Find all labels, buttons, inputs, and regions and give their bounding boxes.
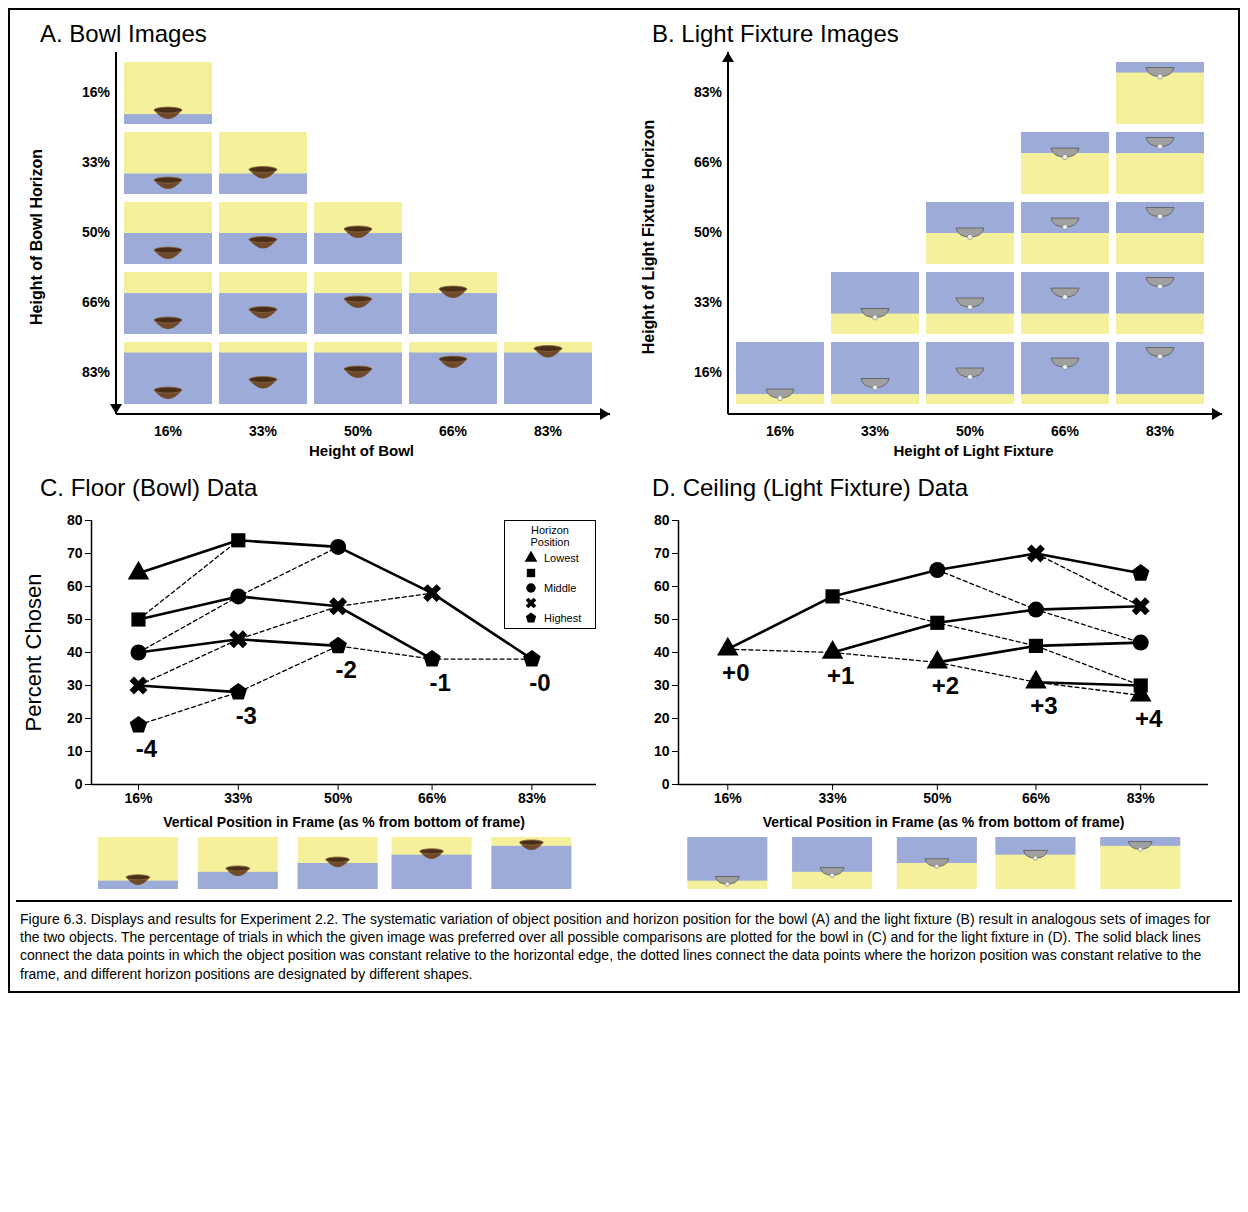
html-text:D. Ceiling (Light Fixture) Dat: D. Ceiling (Light Fixture) Data <box>652 474 969 501</box>
svg-text:-4: -4 <box>136 735 158 762</box>
svg-text:50%: 50% <box>344 423 373 439</box>
svg-text:50%: 50% <box>324 790 353 806</box>
svg-text:83%: 83% <box>518 790 547 806</box>
svg-text:-1: -1 <box>429 669 450 696</box>
svg-text:83%: 83% <box>1127 790 1156 806</box>
svg-text:10: 10 <box>654 743 670 759</box>
svg-text:16%: 16% <box>154 423 183 439</box>
svg-text:-2: -2 <box>335 656 356 683</box>
html-text:C. Floor (Bowl) Data: C. Floor (Bowl) Data <box>40 474 258 501</box>
svg-text:60: 60 <box>654 578 670 594</box>
svg-text:Percent Chosen: Percent Chosen <box>21 574 46 732</box>
svg-text:66%: 66% <box>1051 423 1080 439</box>
html-text:B. Light Fixture Images: B. Light Fixture Images <box>652 20 899 47</box>
svg-text:-3: -3 <box>236 702 257 729</box>
svg-text:Vertical Position in Frame (as: Vertical Position in Frame (as % from bo… <box>163 814 525 830</box>
svg-text:83%: 83% <box>82 364 111 380</box>
svg-text:20: 20 <box>67 710 83 726</box>
svg-text:66%: 66% <box>439 423 468 439</box>
svg-text:83%: 83% <box>694 84 723 100</box>
svg-text:33%: 33% <box>819 790 848 806</box>
svg-text:16%: 16% <box>766 423 795 439</box>
html-text:A. Bowl Images: A. Bowl Images <box>40 20 207 47</box>
svg-text:70: 70 <box>654 545 670 561</box>
html-text:Lowest: Lowest <box>544 551 579 564</box>
svg-text:16%: 16% <box>82 84 111 100</box>
svg-text:0: 0 <box>75 776 83 792</box>
svg-text:50%: 50% <box>694 224 723 240</box>
svg-text:80: 80 <box>67 512 83 528</box>
svg-text:10: 10 <box>67 743 83 759</box>
svg-text:Height of Light Fixture Horizo: Height of Light Fixture Horizon <box>640 120 657 355</box>
svg-text:Height of Light Fixture: Height of Light Fixture <box>894 442 1054 459</box>
svg-text:30: 30 <box>67 677 83 693</box>
svg-text:33%: 33% <box>249 423 278 439</box>
svg-text:40: 40 <box>67 644 83 660</box>
svg-text:50%: 50% <box>923 790 952 806</box>
svg-text:50: 50 <box>67 611 83 627</box>
svg-text:80: 80 <box>654 512 670 528</box>
svg-text:+2: +2 <box>932 672 959 699</box>
html-text:Highest: Highest <box>544 611 582 624</box>
svg-text:33%: 33% <box>694 294 723 310</box>
svg-text:+4: +4 <box>1135 705 1163 732</box>
html-text:Figure 6.3. Displays and resul: Figure 6.3. Displays and results for Exp… <box>20 911 1211 982</box>
svg-text:50: 50 <box>654 611 670 627</box>
svg-text:83%: 83% <box>534 423 563 439</box>
svg-text:16%: 16% <box>694 364 723 380</box>
svg-text:66%: 66% <box>82 294 111 310</box>
svg-text:20: 20 <box>654 710 670 726</box>
svg-text:33%: 33% <box>82 154 111 170</box>
svg-text:33%: 33% <box>861 423 890 439</box>
svg-text:66%: 66% <box>418 790 447 806</box>
html-text:Horizon Position: Horizon Position <box>530 524 570 548</box>
svg-text:40: 40 <box>654 644 670 660</box>
html-text:Middle: Middle <box>544 581 577 594</box>
svg-text:70: 70 <box>67 545 83 561</box>
svg-text:16%: 16% <box>714 790 743 806</box>
svg-text:+0: +0 <box>722 659 749 686</box>
svg-text:66%: 66% <box>694 154 723 170</box>
svg-text:66%: 66% <box>1022 790 1051 806</box>
svg-text:Height of Bowl Horizon: Height of Bowl Horizon <box>28 149 45 325</box>
svg-text:+1: +1 <box>827 662 854 689</box>
svg-text:16%: 16% <box>124 790 153 806</box>
svg-text:50%: 50% <box>956 423 985 439</box>
svg-text:50%: 50% <box>82 224 111 240</box>
svg-text:83%: 83% <box>1146 423 1175 439</box>
svg-text:-0: -0 <box>529 669 550 696</box>
svg-text:60: 60 <box>67 578 83 594</box>
svg-text:30: 30 <box>654 677 670 693</box>
svg-text:Height of Bowl: Height of Bowl <box>309 442 414 459</box>
svg-text:33%: 33% <box>224 790 253 806</box>
svg-text:+3: +3 <box>1030 692 1057 719</box>
svg-text:0: 0 <box>662 776 670 792</box>
svg-text:Vertical Position in Frame (as: Vertical Position in Frame (as % from bo… <box>763 814 1125 830</box>
